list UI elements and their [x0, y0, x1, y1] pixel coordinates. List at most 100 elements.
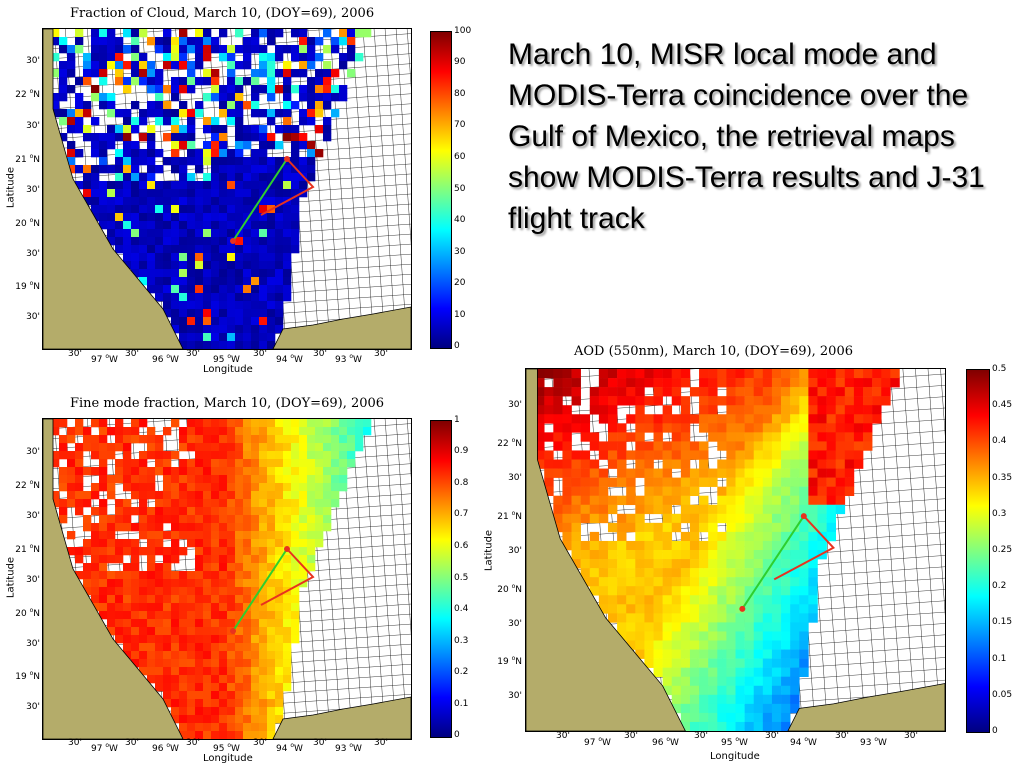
pixel [662, 414, 673, 424]
pixel [753, 712, 764, 723]
pixel [99, 435, 108, 444]
pixel [171, 491, 180, 500]
pixel [235, 547, 244, 556]
pixel [726, 450, 736, 460]
pixel [826, 495, 836, 506]
pixel [771, 703, 782, 714]
pixel [771, 387, 782, 397]
pixel [147, 109, 156, 118]
pixel [115, 467, 124, 476]
pixel [717, 667, 727, 677]
pixel [283, 85, 292, 94]
pixel [203, 515, 212, 524]
pixel [211, 325, 220, 334]
pixel [147, 37, 156, 46]
pixel [699, 721, 709, 731]
pixel [99, 133, 108, 142]
pixel [99, 451, 108, 460]
pixel [107, 229, 116, 238]
pixel [179, 491, 188, 500]
pixel [817, 477, 827, 487]
pixel [243, 309, 252, 318]
pixel [107, 109, 116, 118]
pixel [195, 277, 204, 286]
pixel [99, 419, 108, 428]
pixel [662, 495, 673, 506]
pixel [653, 396, 663, 406]
pixel [753, 631, 764, 641]
pixel [91, 467, 100, 476]
pixel [781, 423, 791, 433]
pixel [744, 387, 755, 397]
pixel [762, 595, 773, 605]
pixel [259, 635, 268, 644]
pixel [99, 515, 108, 524]
pixel [671, 459, 682, 469]
pixel [671, 622, 682, 632]
pixel [251, 587, 260, 596]
pixel [219, 619, 228, 628]
pixel [708, 387, 718, 397]
pixel [131, 595, 140, 604]
pixel [163, 181, 172, 190]
pixel [799, 649, 809, 659]
pixel [699, 622, 709, 632]
pixel [799, 378, 809, 388]
pixel [299, 109, 308, 118]
pixel [91, 539, 100, 548]
pixel [644, 640, 654, 650]
pixel [171, 197, 180, 206]
pixel [644, 468, 654, 478]
pixel [171, 611, 180, 620]
pixel [662, 622, 673, 632]
pixel [99, 587, 108, 596]
cb-tick: 0.8 [454, 478, 469, 488]
pixel [251, 301, 260, 310]
pixel [195, 61, 204, 70]
pixel [267, 675, 276, 684]
pixel [275, 221, 284, 230]
pixel [211, 451, 220, 460]
pixel [790, 649, 800, 659]
pixel [267, 659, 276, 668]
pixel [790, 459, 800, 469]
pixel [717, 658, 727, 668]
pixel [817, 522, 827, 533]
pixel [211, 157, 220, 166]
pixel [553, 378, 563, 388]
pixel [744, 432, 755, 442]
pixel [553, 513, 563, 524]
pixel [544, 396, 554, 406]
pixel [171, 277, 180, 286]
pixel [283, 435, 292, 444]
pixel [283, 117, 292, 126]
pixel [67, 125, 76, 134]
pixel [744, 712, 755, 723]
pixel [155, 277, 164, 286]
pixel [708, 685, 718, 696]
pixel [75, 77, 84, 86]
pixel [817, 423, 827, 433]
pixel [243, 731, 252, 739]
pixel [762, 640, 773, 650]
pixel [626, 486, 636, 496]
pixel [315, 531, 324, 540]
pixel [147, 627, 156, 636]
pixel [267, 531, 276, 540]
pixel [203, 531, 212, 540]
pixel [115, 213, 124, 222]
pixel [147, 555, 156, 564]
pixel [155, 499, 164, 508]
pixel [179, 507, 188, 516]
pixel [235, 635, 244, 644]
pixel [662, 513, 673, 524]
pixel [662, 441, 673, 451]
pixel [323, 29, 332, 38]
pixel [726, 432, 736, 442]
aod-x-axis-label: Longitude [710, 751, 760, 762]
pixel [267, 197, 276, 206]
pixel [219, 333, 228, 342]
pixel [671, 703, 682, 714]
pixel [589, 568, 600, 578]
pixel [67, 69, 76, 78]
